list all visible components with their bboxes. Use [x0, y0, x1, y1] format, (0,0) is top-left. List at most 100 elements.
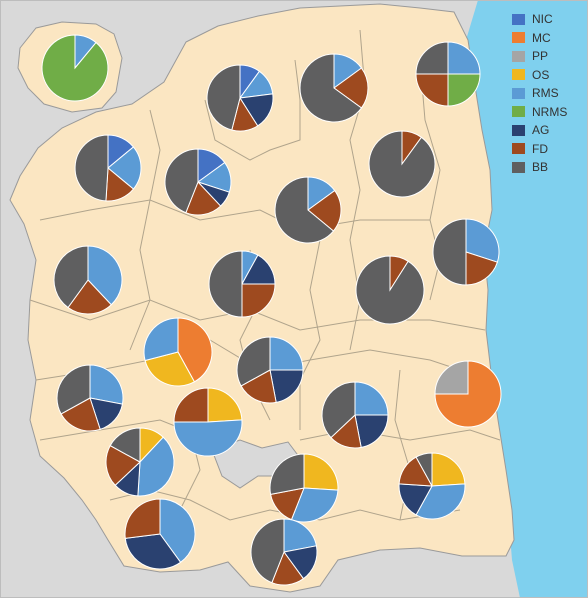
pie-slice-os: [144, 351, 196, 387]
legend-swatch-mc: [512, 32, 525, 44]
legend: NIC MC PP OS RMS NRMS AG FD BB: [512, 10, 578, 177]
legend-item-fd: FD: [512, 140, 578, 159]
pie-west: [53, 245, 123, 315]
legend-label: MC: [532, 30, 551, 45]
pie-slice-fd: [105, 444, 141, 486]
pie-southwest-1: [56, 364, 124, 432]
legend-label: RMS: [532, 86, 559, 101]
pie-slice-bb: [368, 130, 436, 198]
legend-swatch-bb: [512, 161, 525, 173]
pie-slice-bb: [109, 427, 141, 463]
pie-slice-rms: [465, 218, 500, 263]
pie-slice-bb: [432, 218, 467, 286]
pie-slice-ag: [354, 414, 389, 449]
pie-slice-rms: [447, 41, 481, 75]
pie-slice-fd: [60, 397, 101, 432]
pie-slice-bb: [236, 336, 271, 387]
pie-slice-bb: [299, 53, 363, 123]
pie-slice-bb: [415, 452, 433, 487]
pie-slice-nrms: [41, 34, 109, 102]
pie-north-1: [206, 64, 274, 132]
pie-north-2: [299, 53, 369, 123]
pie-slice-fd: [124, 498, 161, 539]
pie-slice-bb: [355, 255, 425, 325]
pie-southwest-2: [105, 427, 175, 497]
pie-slice-rms: [354, 381, 389, 416]
pie-center-w: [143, 317, 213, 387]
pie-center-nw: [164, 148, 232, 216]
legend-item-nic: NIC: [512, 10, 578, 29]
pie-slice-nrms: [447, 73, 481, 107]
pie-slice-bb: [415, 41, 449, 75]
legend-label: PP: [532, 49, 549, 64]
pie-slice-rms: [143, 317, 179, 362]
pie-slice-mc: [177, 317, 213, 383]
pie-slice-bb: [269, 453, 305, 495]
pie-slice-bb: [74, 134, 109, 202]
legend-swatch-pp: [512, 50, 525, 62]
legend-swatch-nic: [512, 13, 525, 25]
pie-slice-fd: [173, 387, 209, 423]
pie-slice-ag: [124, 533, 182, 570]
pie-slice-bb: [250, 518, 285, 584]
legend-label: OS: [532, 67, 550, 82]
pie-south-west-3: [124, 498, 196, 570]
pie-center-n: [274, 176, 342, 244]
pie-east-center: [355, 255, 425, 325]
legend-item-nrms: NRMS: [512, 103, 578, 122]
legend-swatch-nrms: [512, 106, 525, 118]
legend-label: FD: [532, 141, 548, 156]
pie-slice-fd: [240, 369, 277, 404]
legend-item-ag: AG: [512, 121, 578, 140]
legend-item-bb: BB: [512, 158, 578, 177]
legend-item-os: OS: [512, 66, 578, 85]
pie-slice-ag: [269, 369, 304, 404]
sea: [466, 0, 588, 598]
pie-northwest: [74, 134, 142, 202]
pie-slice-fd: [241, 283, 276, 318]
pie-slice-fd: [465, 251, 499, 286]
legend-label: NIC: [532, 12, 553, 27]
pie-slice-bb: [164, 148, 199, 214]
legend-label: NRMS: [532, 104, 568, 119]
legend-item-rms: RMS: [512, 84, 578, 103]
pie-island: [41, 34, 109, 102]
pie-slice-fd: [307, 189, 342, 232]
pie-slice-bb: [56, 364, 91, 415]
pie-slice-rms: [107, 146, 142, 190]
pie-slice-os: [303, 453, 339, 491]
legend-label: BB: [532, 160, 549, 175]
pie-southeast-1: [321, 381, 389, 449]
pie-center: [208, 250, 276, 318]
pie-slice-rms: [137, 436, 175, 497]
pie-center-s: [236, 336, 304, 404]
pie-slice-rms: [173, 419, 243, 457]
pie-slice-rms: [159, 498, 196, 564]
pie-north-3: [415, 41, 481, 107]
pie-slice-bb: [321, 381, 356, 439]
pie-slice-rms: [89, 364, 124, 405]
pie-southeast-2: [398, 452, 466, 520]
legend-label: AG: [532, 123, 550, 138]
pie-south-2: [250, 518, 318, 586]
pie-slice-bb: [208, 250, 243, 318]
pie-charts-layer: [41, 34, 502, 586]
pie-slice-fd: [333, 67, 369, 109]
pie-slice-rms: [87, 245, 123, 306]
pie-east: [432, 218, 500, 286]
pie-slice-rms: [283, 518, 318, 553]
legend-swatch-fd: [512, 143, 525, 155]
pie-slice-os: [207, 387, 243, 423]
pie-east-coast: [434, 360, 502, 428]
pie-slice-pp: [434, 360, 469, 395]
pie-slice-rms: [415, 483, 466, 520]
legend-swatch-rms: [512, 87, 525, 99]
legend-swatch-ag: [512, 124, 525, 136]
pie-slice-bb: [274, 176, 335, 244]
pie-slice-os: [431, 452, 466, 487]
pie-south-center: [173, 387, 243, 457]
pie-slice-bb: [53, 245, 89, 309]
pie-slice-fd: [67, 279, 112, 315]
